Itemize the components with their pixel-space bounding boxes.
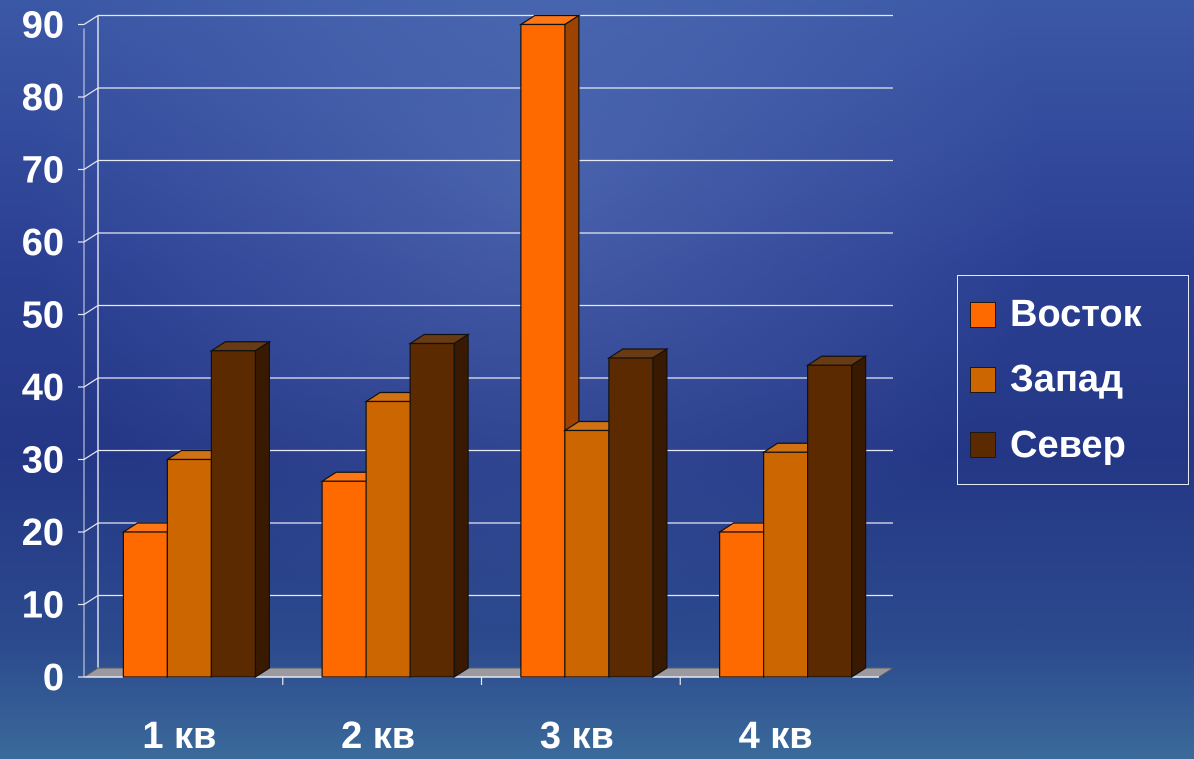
bar bbox=[719, 531, 765, 678]
x-tick-label: 3 кв bbox=[540, 715, 614, 757]
gridline-side bbox=[83, 304, 99, 316]
y-tick-label: 50 bbox=[22, 295, 64, 337]
y-tick-label: 30 bbox=[22, 440, 64, 482]
bar bbox=[608, 357, 654, 678]
y-tick-label: 0 bbox=[43, 657, 64, 699]
legend-swatch bbox=[970, 432, 996, 459]
y-tick-label: 10 bbox=[22, 585, 64, 627]
bar bbox=[365, 400, 411, 678]
bar bbox=[564, 429, 610, 678]
x-tick-label: 1 кв bbox=[142, 715, 216, 757]
bar-side bbox=[254, 340, 270, 679]
legend-item-sever: Север bbox=[970, 424, 1188, 467]
bar bbox=[122, 531, 168, 678]
legend-label: Запад bbox=[1010, 358, 1124, 401]
x-axis-tick-labels: 1 кв 2 кв 3 кв 4 кв bbox=[142, 677, 813, 757]
x-tick-label: 2 кв bbox=[341, 715, 415, 757]
bar bbox=[520, 23, 566, 678]
chart-background-layer bbox=[83, 15, 99, 677]
bars bbox=[121, 14, 868, 679]
y-tick-label: 60 bbox=[22, 222, 64, 264]
y-tick-label: 90 bbox=[22, 5, 64, 47]
bar bbox=[321, 480, 367, 678]
bar bbox=[166, 458, 212, 678]
y-tick-label: 20 bbox=[22, 512, 64, 554]
legend-swatch bbox=[970, 366, 996, 393]
bar bbox=[763, 451, 809, 678]
legend-label: Восток bbox=[1010, 293, 1142, 336]
bar bbox=[807, 364, 853, 678]
gridline-side bbox=[83, 522, 99, 533]
y-tick-label: 40 bbox=[22, 367, 64, 409]
gridline-side bbox=[83, 87, 99, 98]
legend-label: Север bbox=[1010, 423, 1126, 466]
bar bbox=[210, 350, 256, 678]
bar bbox=[409, 342, 455, 678]
gridline-side bbox=[83, 377, 99, 388]
gridline-side bbox=[83, 159, 99, 171]
gridline-side bbox=[83, 449, 99, 461]
gridline-side bbox=[83, 232, 99, 243]
legend-item-vostok: Восток bbox=[970, 293, 1188, 336]
legend-swatch bbox=[970, 301, 996, 328]
bar-side bbox=[453, 333, 469, 679]
bar-side bbox=[851, 355, 867, 679]
legend: Восток Запад Север bbox=[957, 275, 1189, 485]
x-tick-label: 4 кв bbox=[739, 715, 813, 757]
legend-item-zapad: Запад bbox=[970, 358, 1188, 401]
y-tick-label: 70 bbox=[22, 150, 64, 192]
gridline-side bbox=[83, 594, 99, 606]
y-axis-tick-labels: 0 10 20 30 40 50 60 70 80 90 bbox=[22, 5, 84, 699]
bar-side bbox=[652, 347, 668, 679]
y-tick-label: 80 bbox=[22, 77, 64, 119]
gridline-side bbox=[83, 14, 99, 26]
